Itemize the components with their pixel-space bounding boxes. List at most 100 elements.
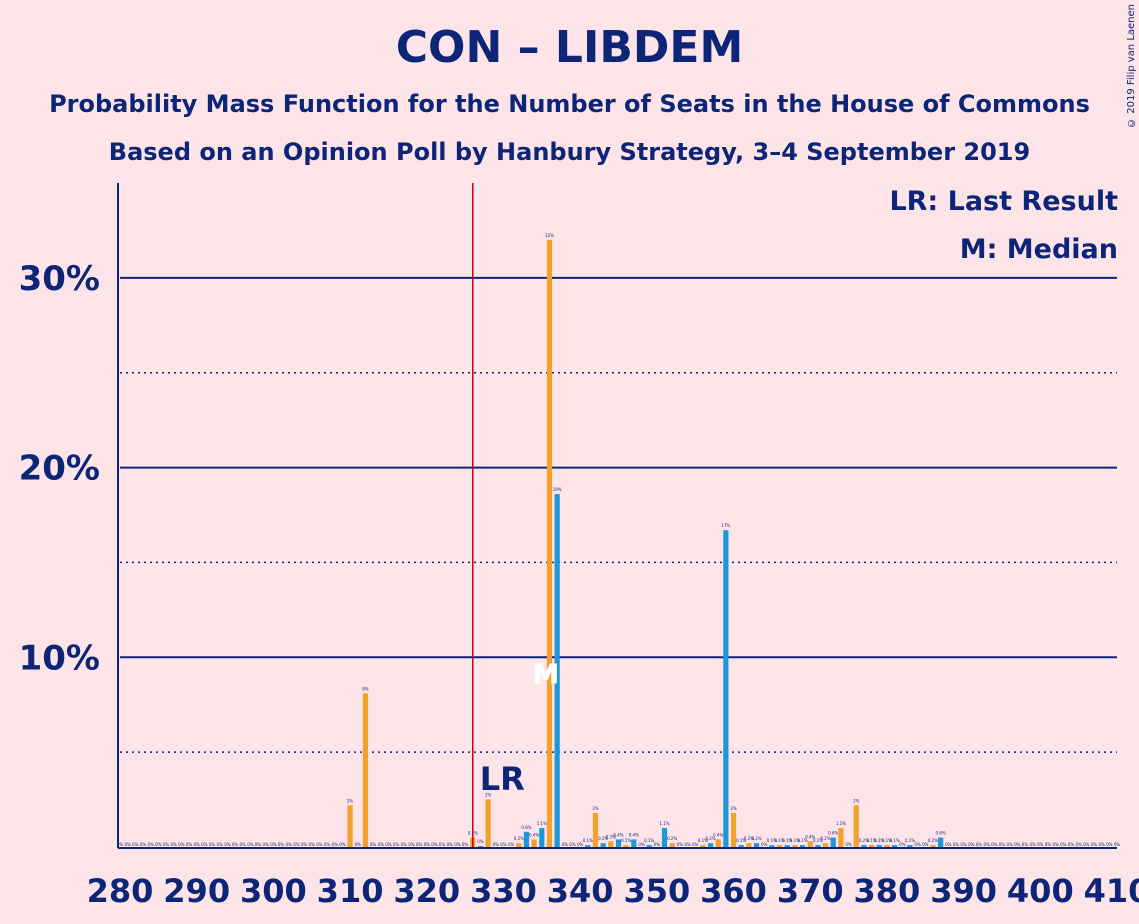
y-tick-label: 20% (19, 449, 100, 489)
zero-label: 0% (416, 842, 423, 847)
bar-seat-336 (546, 239, 553, 847)
bar-value-label: 1.1% (836, 821, 846, 826)
zero-label: 0% (124, 842, 131, 847)
bar-seat-378 (868, 845, 875, 847)
bar-seat-346 (623, 845, 629, 847)
zero-label: 0% (960, 842, 967, 847)
zero-label: 0% (270, 842, 277, 847)
bar-seat-343 (600, 843, 606, 847)
x-tick-label: 380 (854, 872, 921, 910)
zero-label: 0% (132, 842, 139, 847)
bar-seat-365 (769, 845, 775, 847)
zero-label: 0% (569, 842, 576, 847)
x-tick-label: 360 (700, 872, 767, 910)
bar-value-label: 0.1% (583, 838, 593, 843)
bar-value-label: 0.1% (905, 838, 915, 843)
bar-value-label: 0.1% (874, 838, 884, 843)
bar-value-label: 2% (592, 806, 599, 811)
bar-value-label: 0.1% (866, 838, 876, 843)
zero-label: 0% (500, 842, 507, 847)
bar-seat-369 (799, 845, 806, 847)
zero-label: 0% (378, 842, 385, 847)
zero-label: 0% (201, 842, 208, 847)
zero-label: 0% (117, 842, 124, 847)
zero-label: 0% (263, 842, 270, 847)
zero-label: 0% (401, 842, 408, 847)
bar-value-label: 0.2% (514, 836, 524, 841)
bar-seat-328 (485, 799, 491, 847)
bar-value-label: 0.4% (529, 832, 539, 837)
zero-label: 0% (1083, 842, 1090, 847)
zero-label: 0% (309, 842, 316, 847)
zero-label: 0% (976, 842, 983, 847)
x-tick-label: 290 (163, 872, 230, 910)
zero-label: 0% (1029, 842, 1036, 847)
bar-value-label: 1.1% (537, 821, 547, 826)
bar-value-label: 2% (730, 806, 737, 811)
bar-seat-333 (523, 831, 530, 847)
bar-value-label: 0.1% (782, 838, 792, 843)
y-tick-label: 10% (19, 638, 100, 678)
zero-label: 0% (983, 842, 990, 847)
zero-label: 0% (945, 842, 952, 847)
bar-seat-327 (477, 846, 484, 847)
zero-label: 0% (692, 842, 699, 847)
zero-label: 0% (677, 842, 684, 847)
bar-seat-387 (938, 837, 944, 847)
zero-label: 0% (1022, 842, 1029, 847)
bar-value-label: 1.1% (659, 821, 669, 826)
zero-label: 0% (508, 842, 515, 847)
zero-label: 0% (493, 842, 500, 847)
bar-seat-371 (815, 845, 821, 847)
bar-value-label: 0.2% (820, 836, 830, 841)
y-tick-label: 30% (19, 259, 100, 299)
bar-seat-312 (362, 693, 369, 847)
bar-value-label: 0.1% (621, 838, 631, 843)
bar-value-label: 0.1% (767, 838, 777, 843)
bar-seat-357 (707, 843, 714, 847)
zero-label: 0% (370, 842, 377, 847)
zero-label: 0% (638, 842, 645, 847)
x-tick-label: 410 (1084, 872, 1139, 910)
bar-seat-377 (861, 845, 867, 847)
bar-value-label: 0.3% (606, 834, 616, 839)
x-tick-label: 330 (470, 872, 537, 910)
bar-value-label: 0.8% (521, 825, 531, 830)
zero-label: 0% (447, 842, 454, 847)
zero-label: 0% (385, 842, 392, 847)
bar-value-label: 0.2% (751, 836, 761, 841)
bar-seat-349 (646, 845, 652, 847)
bar-seat-379 (876, 845, 882, 847)
bar-seat-363 (753, 843, 760, 847)
bar-value-label: 0.1% (698, 838, 708, 843)
zero-label: 0% (454, 842, 461, 847)
zero-label: 0% (147, 842, 154, 847)
zero-label: 0% (1114, 842, 1121, 847)
bar-seat-310 (347, 805, 353, 847)
zero-label: 0% (163, 842, 170, 847)
zero-label: 0% (155, 842, 162, 847)
bar-seat-373 (830, 837, 836, 847)
zero-label: 0% (339, 842, 346, 847)
bar-seat-352 (669, 843, 675, 847)
bar-value-label: 2% (853, 798, 860, 803)
bar-value-label: 0.2% (667, 836, 677, 841)
bar-value-label: 0.1% (644, 838, 654, 843)
bar-seat-376 (853, 805, 859, 847)
zero-label: 0% (462, 842, 469, 847)
bar-value-label: 0.1% (736, 838, 746, 843)
zero-label: 0% (577, 842, 584, 847)
zero-label: 0% (1037, 842, 1044, 847)
chart-subtitle-2: Based on an Opinion Poll by Hanbury Stra… (108, 138, 1031, 166)
bar-value-label: 0.1% (790, 838, 800, 843)
bar-value-label: 0.4% (805, 834, 815, 839)
bar-value-label: 2% (485, 793, 492, 798)
zero-label: 0% (324, 842, 331, 847)
bar-seat-380 (884, 845, 890, 847)
bar-value-label: 2% (347, 798, 354, 803)
zero-label: 0% (240, 842, 247, 847)
zero-label: 0% (424, 842, 431, 847)
bar-value-label: 0.1% (774, 838, 784, 843)
zero-label: 0% (1052, 842, 1059, 847)
